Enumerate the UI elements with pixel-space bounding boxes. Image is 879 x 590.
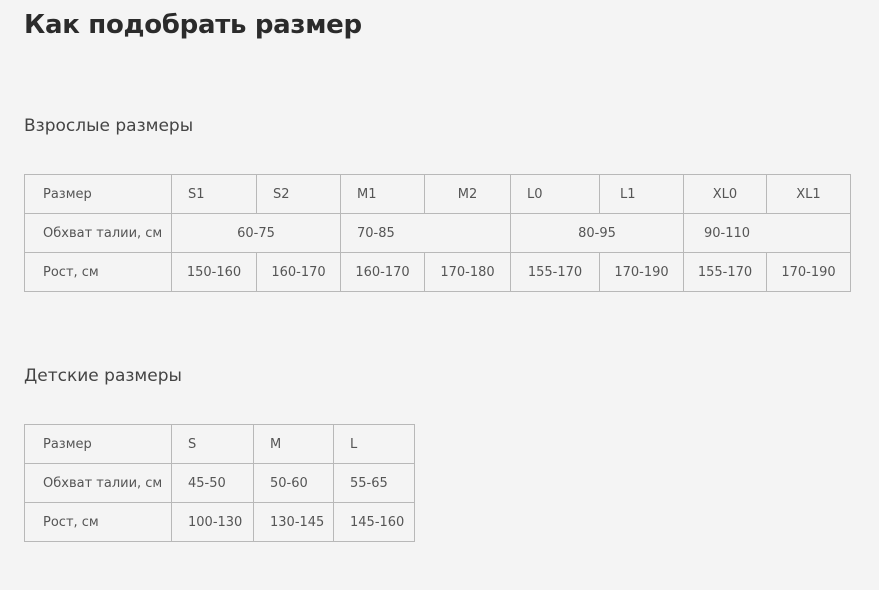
table-row: Обхват талии, см 60-75 70-85 80-95 90-11… (24, 213, 851, 253)
size-cell: S1 (171, 174, 257, 214)
height-cell: 145-160 (333, 502, 415, 542)
table-row: Размер S1 S2 M1 M2 L0 L1 XL0 XL1 (24, 174, 851, 214)
row-label: Рост, см (24, 252, 172, 292)
row-label: Размер (24, 174, 172, 214)
height-cell: 155-170 (683, 252, 767, 292)
size-cell: M1 (340, 174, 425, 214)
height-cell: 100-130 (171, 502, 254, 542)
table-row: Рост, см 100-130 130-145 145-160 (24, 502, 415, 542)
size-cell: XL0 (683, 174, 767, 214)
table-row: Рост, см 150-160 160-170 160-170 170-180… (24, 252, 851, 292)
waist-cell: 80-95 (510, 213, 684, 253)
waist-cell: 60-75 (171, 213, 341, 253)
kids-size-table: Размер S M L Обхват талии, см 45-50 50-6… (24, 424, 415, 542)
height-cell: 150-160 (171, 252, 257, 292)
page-title: Как подобрать размер (24, 10, 362, 40)
waist-cell: 55-65 (333, 463, 415, 503)
waist-cell: 90-110 (683, 213, 851, 253)
height-cell: 170-190 (599, 252, 684, 292)
size-cell: M (253, 424, 334, 464)
size-cell: L1 (599, 174, 684, 214)
height-cell: 160-170 (340, 252, 425, 292)
size-cell: S2 (256, 174, 341, 214)
row-label: Обхват талии, см (24, 463, 172, 503)
height-cell: 170-190 (766, 252, 851, 292)
row-label: Обхват талии, см (24, 213, 172, 253)
size-cell: L0 (510, 174, 600, 214)
adult-sizes-heading: Взрослые размеры (24, 116, 194, 136)
size-cell: S (171, 424, 254, 464)
height-cell: 155-170 (510, 252, 600, 292)
adult-size-table: Размер S1 S2 M1 M2 L0 L1 XL0 XL1 Обхват … (24, 174, 851, 292)
kids-sizes-heading: Детские размеры (24, 366, 182, 386)
row-label: Рост, см (24, 502, 172, 542)
waist-cell: 45-50 (171, 463, 254, 503)
size-cell: M2 (424, 174, 511, 214)
waist-cell: 50-60 (253, 463, 334, 503)
waist-cell: 70-85 (340, 213, 511, 253)
size-cell: XL1 (766, 174, 851, 214)
height-cell: 160-170 (256, 252, 341, 292)
size-cell: L (333, 424, 415, 464)
table-row: Размер S M L (24, 424, 415, 464)
height-cell: 130-145 (253, 502, 334, 542)
height-cell: 170-180 (424, 252, 511, 292)
row-label: Размер (24, 424, 172, 464)
table-row: Обхват талии, см 45-50 50-60 55-65 (24, 463, 415, 503)
